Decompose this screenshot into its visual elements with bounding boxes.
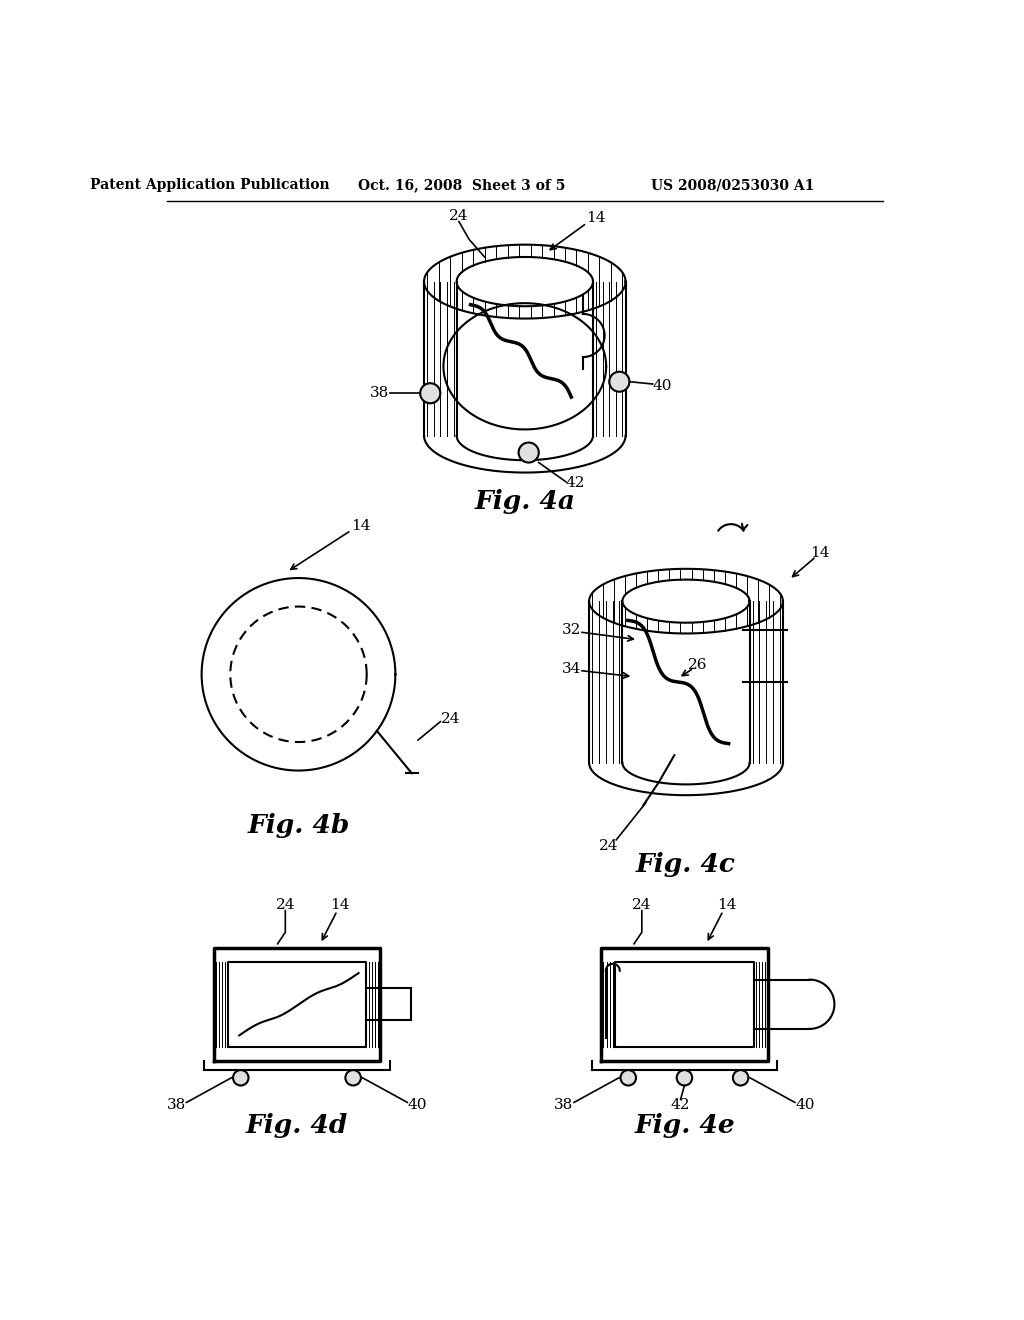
Text: 42: 42 bbox=[565, 477, 585, 490]
Text: Fig. 4a: Fig. 4a bbox=[474, 488, 575, 513]
Text: 40: 40 bbox=[652, 379, 672, 392]
Text: 34: 34 bbox=[561, 661, 581, 676]
Circle shape bbox=[420, 383, 440, 404]
Text: 24: 24 bbox=[450, 209, 469, 223]
Circle shape bbox=[233, 1071, 249, 1085]
Text: 14: 14 bbox=[810, 546, 829, 561]
Circle shape bbox=[609, 372, 630, 392]
Text: 42: 42 bbox=[671, 1098, 690, 1111]
Text: Patent Application Publication: Patent Application Publication bbox=[89, 178, 329, 193]
Text: 24: 24 bbox=[632, 899, 651, 912]
Text: 26: 26 bbox=[688, 659, 708, 672]
Text: 40: 40 bbox=[408, 1098, 427, 1111]
Text: 24: 24 bbox=[275, 899, 295, 912]
Circle shape bbox=[677, 1071, 692, 1085]
Text: 24: 24 bbox=[440, 713, 460, 726]
Text: US 2008/0253030 A1: US 2008/0253030 A1 bbox=[651, 178, 814, 193]
Text: 32: 32 bbox=[561, 623, 581, 638]
Text: 38: 38 bbox=[554, 1098, 573, 1111]
Circle shape bbox=[621, 1071, 636, 1085]
Circle shape bbox=[518, 442, 539, 462]
Text: 14: 14 bbox=[718, 899, 737, 912]
Text: 24: 24 bbox=[599, 840, 618, 853]
Circle shape bbox=[345, 1071, 360, 1085]
Text: Fig. 4d: Fig. 4d bbox=[246, 1113, 348, 1138]
Circle shape bbox=[733, 1071, 749, 1085]
Text: 14: 14 bbox=[351, 519, 371, 533]
Text: Fig. 4c: Fig. 4c bbox=[636, 851, 736, 876]
Text: 14: 14 bbox=[330, 899, 349, 912]
Text: Fig. 4b: Fig. 4b bbox=[248, 813, 349, 838]
Text: Oct. 16, 2008  Sheet 3 of 5: Oct. 16, 2008 Sheet 3 of 5 bbox=[357, 178, 565, 193]
Text: Fig. 4e: Fig. 4e bbox=[634, 1113, 735, 1138]
Text: 40: 40 bbox=[796, 1098, 815, 1111]
Text: 38: 38 bbox=[371, 387, 389, 400]
Text: 38: 38 bbox=[167, 1098, 186, 1111]
Text: 14: 14 bbox=[587, 211, 606, 226]
